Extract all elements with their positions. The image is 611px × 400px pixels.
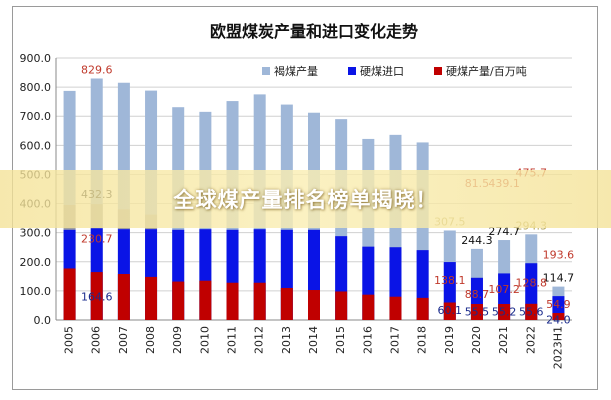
y-tick-label: 200.0 (20, 256, 52, 269)
x-tick-label: 2011 (226, 326, 239, 354)
data-label: 274.7 (488, 225, 520, 238)
bar-hardcoal-production (90, 272, 103, 320)
x-tick-label: 2017 (388, 326, 401, 354)
data-label: 114.7 (543, 272, 575, 285)
bar-hardcoal-production (443, 302, 456, 320)
legend-label: 硬煤进口 (360, 65, 404, 78)
x-tick-label: 2012 (253, 326, 266, 354)
data-label: 138.1 (434, 274, 466, 287)
bar-hardcoal-production (145, 276, 158, 320)
legend-label: 褐煤产量 (274, 64, 318, 78)
legend-swatch (262, 67, 270, 75)
y-tick-label: 300.0 (20, 227, 52, 240)
x-tick-label: 2019 (443, 326, 456, 354)
bar-hardcoal-production (308, 290, 320, 320)
x-tick-label: 2010 (198, 326, 211, 354)
bar-hardcoal-production (226, 282, 239, 320)
data-label: 244.3 (461, 234, 493, 247)
data-label: 88.7 (465, 288, 490, 301)
data-label: 829.6 (81, 63, 113, 76)
y-tick-label: 700.0 (20, 110, 52, 123)
x-tick-label: 2018 (416, 326, 429, 354)
x-tick-label: 2022 (524, 326, 537, 354)
x-tick-label: 2021 (497, 326, 510, 354)
legend-swatch (434, 67, 442, 75)
bar-hardcoal-production (172, 281, 185, 320)
x-tick-label: 2009 (171, 326, 184, 354)
x-tick-label: 2013 (280, 326, 293, 354)
x-tick-label: 2008 (144, 326, 157, 354)
bar-hardcoal-production (253, 282, 266, 320)
y-tick-label: 0.0 (34, 314, 52, 327)
data-label: 24.0 (546, 313, 571, 326)
headline-banner: 全球煤产量排名榜单揭晓！ (0, 170, 611, 228)
data-label: 54.9 (546, 298, 571, 311)
x-tick-label: 2014 (307, 326, 320, 354)
data-label: 55.2 (492, 305, 517, 318)
y-tick-label: 800.0 (20, 81, 52, 94)
bar-hardcoal-production (552, 313, 565, 320)
bar-hardcoal-production (498, 303, 511, 320)
bar-hardcoal-production (117, 274, 130, 320)
bar-hardcoal-production (362, 294, 375, 320)
x-tick-label: 2015 (334, 326, 347, 354)
data-label: 193.6 (543, 249, 575, 262)
x-tick-label: 2005 (63, 326, 76, 354)
data-label: 60.1 (438, 304, 463, 317)
data-label: 164.6 (81, 291, 113, 304)
y-tick-label: 600.0 (20, 139, 52, 152)
legend-swatch (348, 67, 356, 75)
legend-label: 硬煤产量/百万吨 (446, 64, 527, 78)
data-label: 128.8 (516, 277, 548, 290)
x-tick-label: 2020 (470, 326, 483, 354)
bar-hardcoal-production (525, 303, 538, 320)
x-tick-label: 2007 (117, 326, 130, 354)
y-tick-label: 100.0 (20, 285, 52, 298)
y-tick-label: 900.0 (20, 52, 52, 65)
x-tick-label: 2006 (90, 326, 103, 354)
bar-hardcoal-production (416, 297, 429, 320)
x-tick-label: 2023H1 (551, 326, 564, 369)
headline-text: 全球煤产量排名榜单揭晓！ (173, 188, 438, 212)
bar-hardcoal-production (335, 291, 348, 320)
chart-title: 欧盟煤炭产量和进口变化走势 (210, 22, 418, 41)
bar-hardcoal-production (280, 287, 293, 320)
bar-hardcoal-production (470, 303, 483, 320)
data-label: 55.6 (519, 305, 544, 318)
data-label: 230.7 (81, 232, 113, 245)
x-tick-label: 2016 (361, 326, 374, 354)
data-label: 107.2 (488, 283, 520, 296)
data-label: 55.5 (465, 305, 490, 318)
bar-hardcoal-production (389, 296, 402, 320)
bar-hardcoal-production (63, 268, 76, 320)
bar-hardcoal-production (199, 280, 212, 320)
